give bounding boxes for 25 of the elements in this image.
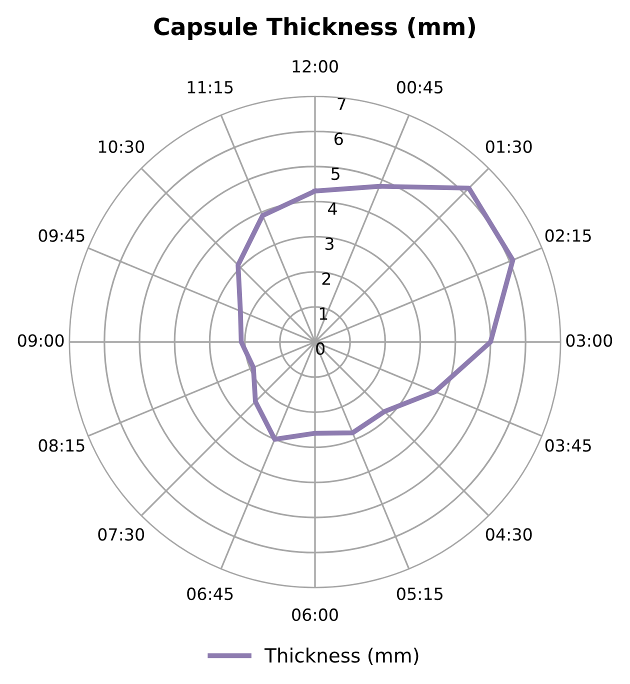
spoke-label: 06:00 — [292, 608, 338, 622]
spoke-label: 02:15 — [545, 229, 591, 242]
spoke-label: 09:00 — [18, 334, 64, 347]
y-tick-label: 4 — [328, 202, 337, 215]
y-tick-label: 3 — [325, 237, 334, 250]
spoke-label: 03:00 — [566, 334, 612, 347]
spoke-label: 10:30 — [98, 140, 144, 153]
spoke-label: 04:30 — [486, 528, 532, 541]
spoke-label: 00:45 — [397, 80, 442, 94]
y-tick-label: 2 — [322, 272, 330, 285]
spoke-label: 09:45 — [38, 229, 84, 242]
spoke-label: 08:15 — [38, 439, 84, 452]
spoke-label: 05:15 — [397, 588, 442, 600]
y-tick-label: 0 — [316, 342, 324, 355]
legend-label: Thickness (mm) — [264, 648, 418, 666]
spoke-label: 01:30 — [486, 140, 532, 153]
spoke-label: 12:00 — [292, 60, 338, 73]
spoke-label: 11:15 — [188, 81, 233, 94]
spoke-label: 03:45 — [545, 439, 591, 452]
spoke-label: 06:45 — [187, 588, 233, 600]
spoke-label: 07:30 — [98, 528, 144, 541]
y-tick-label: 1 — [320, 308, 328, 320]
y-tick-label: 5 — [332, 168, 340, 180]
y-tick-label: 6 — [334, 132, 343, 146]
chart-title: Capsule Thickness (mm) — [154, 17, 475, 40]
